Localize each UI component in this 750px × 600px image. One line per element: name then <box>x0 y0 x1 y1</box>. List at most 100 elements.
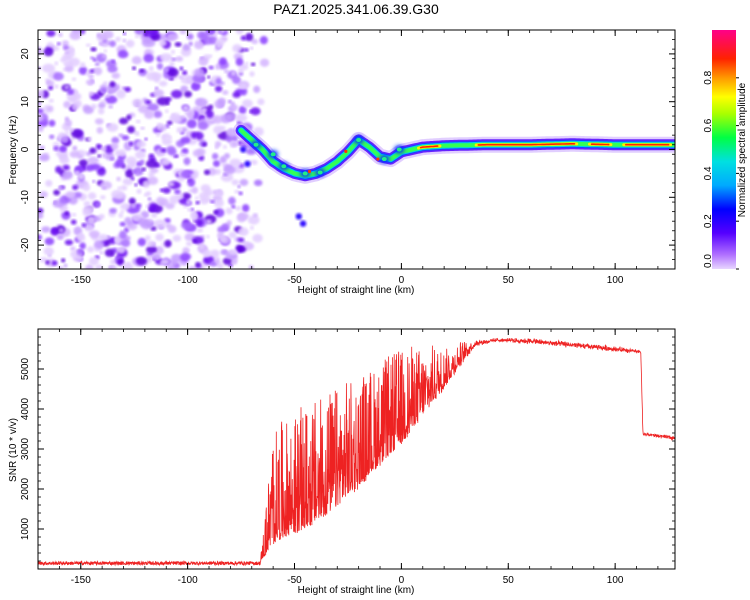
y-tick-label: 2000 <box>20 477 31 500</box>
noise-blob <box>94 202 101 208</box>
noise-blob <box>145 159 158 168</box>
noise-blob <box>180 170 192 179</box>
colorbar-ticks: 0.0 0.2 0.4 0.6 0.8 <box>703 70 739 270</box>
noise-blob <box>231 258 238 265</box>
noise-blob <box>89 147 96 154</box>
noise-blob <box>95 264 103 269</box>
noise-blob <box>164 109 169 113</box>
noise-blob <box>98 234 109 242</box>
noise-blob <box>51 45 60 51</box>
noise-blob <box>166 120 173 125</box>
noise-blob <box>46 30 56 37</box>
noise-blob <box>41 226 51 233</box>
noise-blob <box>205 109 214 119</box>
noise-blob <box>94 239 105 249</box>
noise-blob <box>219 125 226 131</box>
y-tick-label: 3000 <box>20 437 31 460</box>
noise-blob <box>190 172 198 180</box>
noise-blob <box>38 154 50 162</box>
x-tick-label: -50 <box>287 575 302 586</box>
noise-blob <box>235 205 242 211</box>
colorbar-gradient <box>712 30 736 269</box>
x-tick-label: 0 <box>399 275 405 286</box>
y-tick-label: -10 <box>20 190 31 205</box>
noise-blob <box>53 189 61 196</box>
noise-blob <box>134 34 140 38</box>
noise-blob <box>166 33 179 41</box>
ridge-peak-dot <box>344 149 348 154</box>
noise-blob <box>116 246 126 254</box>
noise-blob <box>69 31 82 41</box>
noise-blob <box>84 223 94 232</box>
noise-blob <box>148 202 157 212</box>
noise-blob <box>94 118 104 125</box>
noise-blob <box>215 259 221 265</box>
noise-blob <box>100 87 107 94</box>
noise-blob <box>252 233 263 243</box>
noise-blob <box>167 265 175 269</box>
noise-blob <box>59 156 70 165</box>
noise-blob <box>45 80 55 87</box>
noise-blob <box>151 212 158 218</box>
noise-blob <box>140 126 145 130</box>
noise-blob <box>153 219 167 229</box>
noise-blob <box>198 243 205 250</box>
noise-blob <box>131 98 144 108</box>
noise-blob <box>203 169 211 176</box>
noise-blob <box>217 30 222 34</box>
noise-blob <box>195 97 208 108</box>
noise-blob <box>69 128 74 133</box>
noise-blob <box>205 30 216 36</box>
noise-blob <box>71 212 77 217</box>
noise-blob <box>183 157 191 166</box>
noise-blob <box>111 136 120 144</box>
noise-blob <box>99 251 104 255</box>
noise-blob <box>235 113 248 122</box>
x-tick-label: 100 <box>607 275 624 286</box>
noise-blob <box>89 69 96 74</box>
noise-blob <box>181 115 185 119</box>
noise-blob <box>182 70 188 76</box>
noise-blob <box>111 59 116 63</box>
noise-blob <box>145 235 151 241</box>
noise-blob <box>217 262 224 269</box>
noise-blob <box>228 99 232 104</box>
noise-blob <box>116 176 121 182</box>
noise-blob <box>221 223 230 232</box>
noise-blob <box>135 172 139 176</box>
noise-blob <box>101 153 108 158</box>
noise-blob <box>128 141 134 146</box>
noise-blob <box>134 131 140 137</box>
noise-blob <box>97 154 101 158</box>
noise-blob <box>61 135 69 144</box>
noise-blob <box>38 125 44 132</box>
noise-blob <box>65 51 70 55</box>
ridge-core-red <box>419 145 439 149</box>
noise-blob <box>100 146 107 152</box>
noise-blob <box>65 191 76 199</box>
noise-blob <box>213 198 224 208</box>
noise-blob <box>54 84 59 89</box>
noise-blob <box>173 154 179 158</box>
noise-blob <box>65 54 73 62</box>
noise-blob <box>39 190 48 198</box>
noise-blob <box>143 53 155 63</box>
noise-blob <box>56 42 61 46</box>
noise-blob <box>120 203 131 211</box>
noise-blob <box>170 112 181 121</box>
noise-blob <box>257 98 265 106</box>
noise-blob <box>188 265 197 269</box>
noise-blob <box>38 234 43 241</box>
noise-blob <box>147 197 152 201</box>
noise-blob <box>190 212 199 221</box>
noise-blob <box>64 116 70 122</box>
noise-blob <box>124 216 133 225</box>
colorbar-tick-label: 0.2 <box>703 214 714 228</box>
noise-blob <box>170 89 183 99</box>
noise-blob <box>68 96 77 103</box>
noise-blob <box>217 97 226 106</box>
noise-blob <box>94 62 100 66</box>
noise-blob <box>200 107 208 115</box>
noise-blob <box>77 249 84 255</box>
ridge-blob-core <box>281 164 287 169</box>
